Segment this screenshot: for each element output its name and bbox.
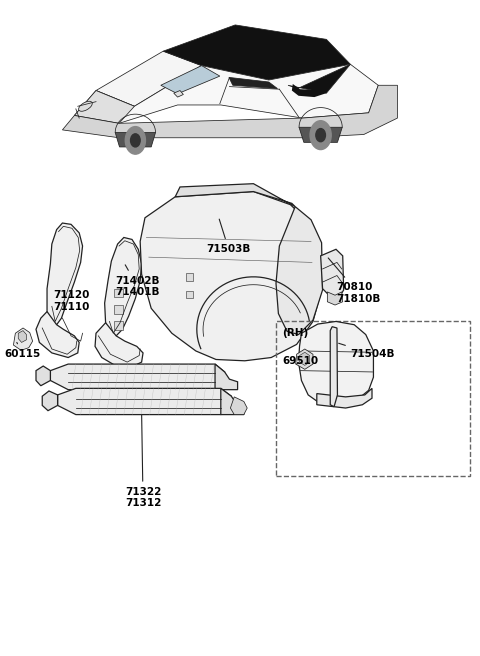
- Polygon shape: [215, 364, 238, 390]
- Bar: [186, 273, 193, 281]
- Text: 71120
71110: 71120 71110: [53, 290, 89, 312]
- Polygon shape: [175, 184, 295, 207]
- Text: 71402B
71401B: 71402B 71401B: [115, 265, 160, 297]
- Polygon shape: [36, 366, 50, 386]
- Polygon shape: [327, 292, 343, 305]
- Text: 71503B: 71503B: [206, 219, 251, 254]
- Text: 71322
71312: 71322 71312: [125, 415, 161, 508]
- Polygon shape: [36, 312, 79, 358]
- Bar: [114, 321, 123, 330]
- Polygon shape: [299, 321, 373, 405]
- Bar: [276, 321, 470, 476]
- Text: (RH): (RH): [282, 328, 309, 338]
- Bar: [186, 291, 193, 298]
- Circle shape: [316, 129, 325, 142]
- Polygon shape: [13, 328, 33, 350]
- Circle shape: [310, 121, 331, 150]
- Polygon shape: [74, 91, 134, 123]
- Polygon shape: [95, 323, 143, 367]
- Polygon shape: [230, 397, 247, 415]
- Polygon shape: [47, 223, 83, 325]
- Polygon shape: [330, 327, 337, 407]
- Polygon shape: [105, 237, 142, 336]
- Polygon shape: [62, 85, 397, 138]
- Polygon shape: [292, 80, 326, 97]
- Polygon shape: [163, 25, 350, 80]
- Text: 69510: 69510: [282, 356, 318, 365]
- Ellipse shape: [79, 101, 92, 112]
- Polygon shape: [321, 249, 344, 298]
- Text: 70810
71810B: 70810 71810B: [328, 258, 380, 304]
- Circle shape: [125, 127, 145, 154]
- Polygon shape: [276, 207, 323, 335]
- Bar: [114, 305, 123, 314]
- Polygon shape: [74, 64, 378, 123]
- Polygon shape: [140, 192, 322, 361]
- Polygon shape: [115, 133, 156, 147]
- Bar: [114, 289, 123, 297]
- Polygon shape: [96, 51, 202, 106]
- Polygon shape: [299, 127, 342, 142]
- Polygon shape: [229, 77, 277, 89]
- Polygon shape: [174, 91, 183, 97]
- Polygon shape: [300, 352, 310, 365]
- Polygon shape: [18, 331, 26, 342]
- Polygon shape: [288, 64, 350, 93]
- Polygon shape: [296, 349, 313, 369]
- Polygon shape: [161, 66, 220, 94]
- Text: 71504B: 71504B: [339, 343, 395, 359]
- Text: 60115: 60115: [5, 342, 41, 359]
- Polygon shape: [58, 388, 231, 415]
- Polygon shape: [317, 388, 372, 408]
- Polygon shape: [42, 391, 58, 411]
- Polygon shape: [50, 364, 225, 390]
- Circle shape: [131, 134, 140, 147]
- Polygon shape: [221, 388, 244, 415]
